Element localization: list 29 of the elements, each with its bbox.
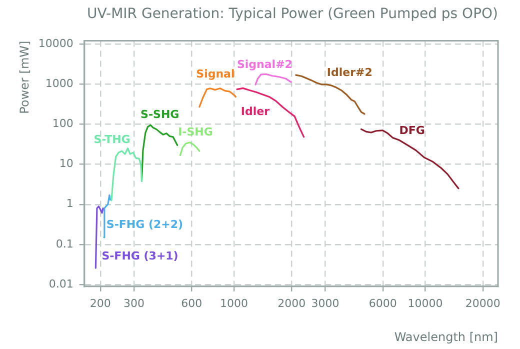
y-tick-label: 0.01 [48, 277, 74, 290]
series-label: Idler [240, 105, 270, 118]
x-tick-label: 20000 [465, 296, 500, 310]
series-label: DFG [399, 124, 425, 138]
series-label: I-SHG [178, 125, 213, 138]
y-tick-label: 1 [66, 197, 74, 210]
x-tick-label: 6000 [368, 296, 397, 310]
series-label: Signal#2 [236, 58, 292, 71]
x-tick-label: 600 [181, 296, 202, 310]
chart-title: UV-MIR Generation: Typical Power (Green Pumped ps OPO) [87, 6, 498, 22]
y-tick-label: 100 [52, 117, 74, 130]
series-label: Idler#2 [326, 66, 372, 79]
y-tick-label: 0.1 [56, 237, 74, 250]
series-label: S-FHG (2+2) [106, 218, 184, 231]
x-tick-label: 200 [90, 296, 111, 310]
x-tick-label: 1000 [220, 296, 248, 310]
x-axis-title: Wavelength [nm] [394, 330, 498, 344]
y-axis-title: Power [mW] [17, 40, 32, 114]
x-tick-label: 2000 [278, 296, 306, 310]
y-tick-label: 10000 [38, 36, 74, 50]
y-tick-label: 10 [59, 157, 74, 170]
series-label: S-THG [94, 133, 130, 146]
x-tick-label: 3000 [311, 296, 340, 310]
x-tick-label: 300 [124, 296, 145, 310]
x-tick-label: 10000 [408, 296, 443, 310]
series-label: S-SHG [140, 108, 180, 121]
series-label: Signal [196, 67, 235, 80]
y-tick-label: 1000 [45, 76, 74, 90]
series-label: S-FHG (3+1) [102, 249, 178, 262]
